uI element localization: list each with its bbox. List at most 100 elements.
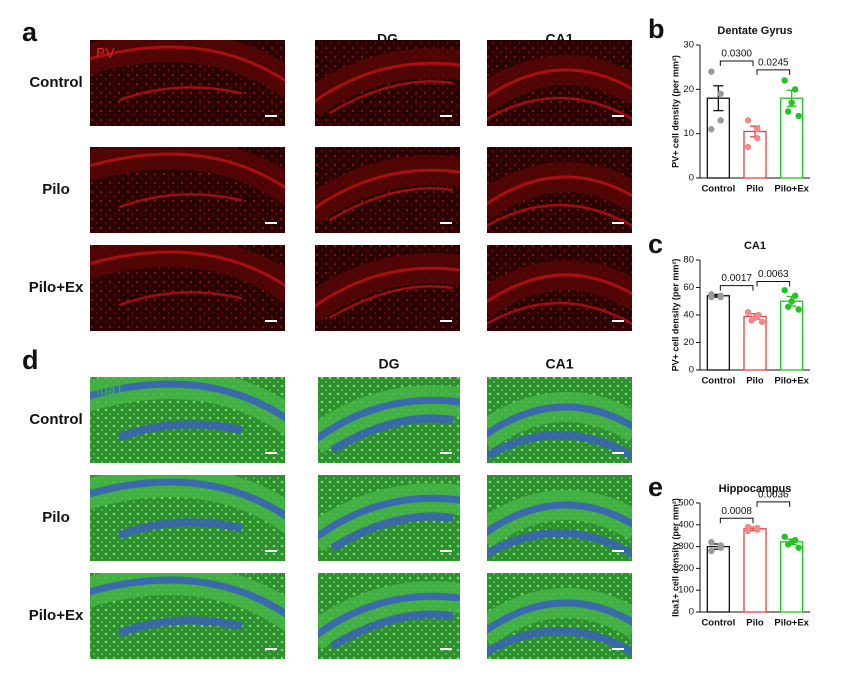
panel-letter: d: [22, 345, 39, 375]
row-label: Pilo+Ex: [29, 607, 84, 624]
bar: [780, 541, 804, 613]
cell-layer: [487, 301, 632, 326]
stain-label: Iba1: [96, 382, 123, 398]
y-tick-label: 20: [683, 337, 694, 348]
data-point: [795, 544, 802, 551]
y-tick-label: 30: [683, 40, 694, 51]
data-point: [744, 117, 752, 124]
data-point: [784, 108, 792, 115]
panel-letter: a: [22, 17, 38, 47]
cell-layer: [487, 96, 632, 121]
cell-layer: [315, 61, 460, 103]
error-bar: [713, 85, 724, 112]
data-point: [708, 293, 715, 301]
y-axis-label: Iba1+ cell density (per mm²): [670, 498, 680, 617]
panel-letter: c: [648, 229, 663, 259]
micrograph: [90, 40, 285, 126]
cell-layer: [487, 403, 632, 439]
data-point: [717, 544, 724, 551]
y-tick-label: 0: [689, 607, 694, 618]
x-tick-label: Pilo: [746, 618, 764, 629]
cell-layer: [328, 285, 453, 320]
data-point: [744, 143, 752, 151]
column-header: CA1: [545, 356, 573, 372]
y-tick-label: 500: [678, 498, 694, 509]
cell-layer: [330, 414, 454, 454]
y-tick-label: 0: [689, 365, 694, 376]
micrograph: [318, 573, 460, 659]
cell-layer: [90, 45, 285, 83]
y-tick-label: 60: [683, 282, 694, 293]
bar: [706, 295, 730, 371]
chart-title: Dentate Gyrus: [717, 25, 792, 37]
cell-layer: [90, 152, 285, 190]
row-label: Control: [29, 74, 82, 91]
y-tick-label: 0: [689, 173, 694, 184]
p-value: 0.0063: [758, 269, 789, 280]
cell-layer: [118, 193, 243, 209]
p-value: 0.0245: [758, 57, 789, 68]
y-axis-label: PV+ cell density (per mm²): [670, 55, 680, 168]
cell-layer: [118, 86, 243, 102]
x-tick-label: Pilo+Ex: [774, 618, 809, 629]
data-point: [784, 541, 792, 548]
cell-layer: [118, 291, 243, 307]
micrograph: [487, 40, 632, 126]
y-tick-label: 200: [678, 563, 694, 574]
y-tick-label: 300: [678, 541, 694, 552]
micrograph: [90, 245, 285, 331]
y-tick-label: 40: [683, 310, 694, 321]
data-point: [708, 126, 715, 133]
micrograph: [315, 40, 460, 126]
data-point: [717, 293, 724, 301]
significance-bracket: [756, 69, 791, 75]
cell-layer: [330, 610, 454, 650]
significance-bracket: [719, 60, 754, 66]
data-point: [795, 112, 802, 120]
x-tick-label: Control: [701, 376, 735, 387]
bar: [780, 97, 804, 179]
bar: [706, 545, 730, 613]
row-label: Pilo: [42, 509, 70, 526]
x-tick-label: Pilo+Ex: [774, 376, 809, 387]
data-point: [784, 303, 792, 310]
cell-layer: [487, 599, 632, 635]
data-point: [717, 90, 724, 97]
y-tick-label: 20: [683, 84, 694, 95]
cell-layer: [318, 592, 460, 639]
data-point: [791, 292, 799, 299]
cell-layer: [315, 266, 460, 308]
cell-layer: [487, 203, 632, 228]
x-tick-label: Pilo: [746, 376, 764, 387]
data-point: [758, 318, 766, 326]
cell-layer: [487, 627, 632, 657]
cell-layer: [487, 68, 632, 99]
cell-layer: [487, 273, 632, 304]
y-tick-label: 100: [678, 585, 694, 596]
p-value: 0.0036: [758, 490, 789, 501]
data-point: [781, 533, 788, 540]
micrograph: [318, 377, 460, 463]
micrograph: [315, 147, 460, 233]
cell-layer: [330, 512, 454, 552]
row-label: Pilo+Ex: [29, 279, 84, 296]
y-tick-label: 10: [683, 128, 694, 139]
x-tick-label: Pilo+Ex: [774, 184, 809, 195]
micrograph: [90, 573, 285, 659]
data-point: [788, 298, 795, 305]
significance-bracket: [719, 285, 754, 291]
p-value: 0.0017: [721, 273, 752, 284]
cell-layer: [318, 396, 460, 443]
data-point: [781, 287, 788, 294]
column-header: DG: [379, 356, 400, 372]
data-point: [754, 526, 761, 533]
cell-layer: [90, 576, 285, 618]
x-tick-label: Control: [701, 618, 735, 629]
cell-layer: [487, 501, 632, 537]
significance-bracket: [756, 501, 791, 507]
panel-letter: b: [648, 14, 665, 44]
data-point: [754, 126, 761, 133]
stain-label: PV: [96, 45, 115, 61]
data-point: [708, 539, 715, 546]
data-point: [708, 547, 715, 555]
